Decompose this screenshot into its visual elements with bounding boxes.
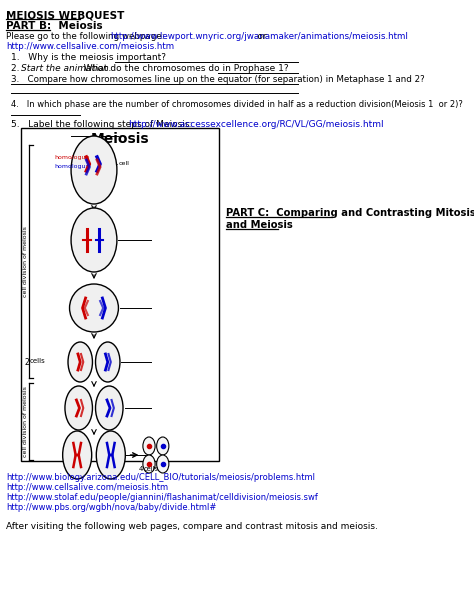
Text: or: or <box>252 32 267 41</box>
Ellipse shape <box>71 208 117 272</box>
Text: cell: cell <box>118 161 129 166</box>
Text: 3.   Compare how chromosomes line up on the equator (for separation) in Metaphas: 3. Compare how chromosomes line up on th… <box>11 75 424 84</box>
Ellipse shape <box>71 136 117 204</box>
Text: Please go to the following webpage:: Please go to the following webpage: <box>6 32 167 41</box>
Ellipse shape <box>143 455 155 473</box>
Text: After visiting the following web pages, compare and contrast mitosis and meiosis: After visiting the following web pages, … <box>6 522 378 531</box>
Text: What do the chromosomes do in Prophase 1?: What do the chromosomes do in Prophase 1… <box>78 64 289 73</box>
Text: homologus: homologus <box>54 164 89 169</box>
Ellipse shape <box>65 386 92 430</box>
Text: 2: 2 <box>25 358 29 367</box>
Ellipse shape <box>70 284 118 332</box>
Text: 5.   Label the following steps of Meiosis:: 5. Label the following steps of Meiosis: <box>11 120 195 129</box>
Text: http://www.cellsalive.com/meiosis.htm: http://www.cellsalive.com/meiosis.htm <box>6 42 174 51</box>
Text: cell division of meiosis: cell division of meiosis <box>22 386 27 457</box>
Ellipse shape <box>96 342 120 382</box>
Text: 4.   In which phase are the number of chromosomes divided in half as a reduction: 4. In which phase are the number of chro… <box>11 100 463 109</box>
Text: Meiosis: Meiosis <box>91 132 149 146</box>
Text: and Meiosis: and Meiosis <box>226 220 293 230</box>
Text: cells: cells <box>144 466 159 472</box>
Text: 2.: 2. <box>11 64 25 73</box>
Text: PART B:  Meiosis: PART B: Meiosis <box>6 21 103 31</box>
Text: cell division of meiosis: cell division of meiosis <box>22 226 27 297</box>
Text: http://www.pbs.org/wgbh/nova/baby/divide.html#: http://www.pbs.org/wgbh/nova/baby/divide… <box>6 503 217 512</box>
Ellipse shape <box>156 437 169 455</box>
Ellipse shape <box>143 437 155 455</box>
Text: http://www.cellsalive.com/meiosis.htm: http://www.cellsalive.com/meiosis.htm <box>6 483 168 492</box>
Text: 1.   Why is the meiosis important?: 1. Why is the meiosis important? <box>11 53 166 62</box>
Text: http://www.stolaf.edu/people/giannini/flashanimat/celldivision/meiosis.swf: http://www.stolaf.edu/people/giannini/fl… <box>6 493 318 502</box>
Text: http://www.accessexcellence.org/RC/VL/GG/meiosis.html: http://www.accessexcellence.org/RC/VL/GG… <box>128 120 384 129</box>
Ellipse shape <box>96 386 123 430</box>
Text: Start the animation.: Start the animation. <box>21 64 111 73</box>
Ellipse shape <box>156 455 169 473</box>
Bar <box>21 128 219 461</box>
Text: http://www.biology.arizona.edu/CELL_BIO/tutorials/meiosis/problems.html: http://www.biology.arizona.edu/CELL_BIO/… <box>6 473 315 482</box>
Text: PART C:  Comparing and Contrasting Mitosis: PART C: Comparing and Contrasting Mitosi… <box>226 208 474 218</box>
Text: cells: cells <box>30 358 46 364</box>
Text: 4: 4 <box>139 466 144 472</box>
Ellipse shape <box>63 431 91 479</box>
Text: http://www.lewport.wnyric.org/jwanamaker/animations/meiosis.html: http://www.lewport.wnyric.org/jwanamaker… <box>110 32 408 41</box>
Ellipse shape <box>96 431 125 479</box>
Text: homologue: homologue <box>54 155 90 160</box>
Text: MEIOSIS WEBQUEST: MEIOSIS WEBQUEST <box>6 10 125 20</box>
Ellipse shape <box>68 342 92 382</box>
